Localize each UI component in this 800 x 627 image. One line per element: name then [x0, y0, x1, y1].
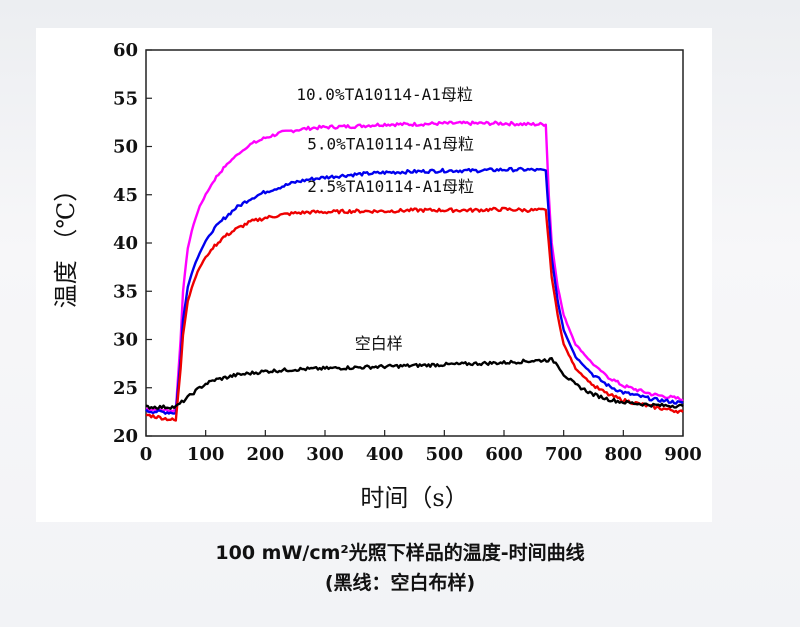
caption-line-1: 100 mW/cm²光照下样品的温度-时间曲线 [215, 542, 585, 564]
x-tick-label: 100 [187, 444, 225, 465]
series-group [145, 120, 684, 422]
chart-panel: 0 100 200 300 400 500 600 700 800 900 20 25 30 35 40 45… [36, 28, 712, 522]
series-line [145, 120, 684, 414]
y-tick-label: 20 [113, 426, 138, 447]
x-tick-label: 0 [140, 444, 153, 465]
y-tick-label: 25 [113, 378, 138, 399]
x-tick-label: 900 [664, 444, 702, 465]
annotation-group: 10.0%TA10114-A1母粒 5.0%TA10114-A1母粒 2.5%TA1… [296, 85, 474, 353]
y-tick-label: 45 [113, 185, 138, 206]
series-label: 2.5%TA10114-A1母粒 [307, 177, 474, 196]
series-label: 5.0%TA10114-A1母粒 [307, 134, 474, 153]
y-tick-label: 30 [113, 330, 138, 351]
x-tick-label: 600 [485, 444, 523, 465]
ticks-group: 0 100 200 300 400 500 600 700 800 900 20 25 30 35 40 45… [113, 40, 702, 465]
y-axis-title: 温度 （℃） [52, 178, 80, 308]
y-tick-label: 55 [113, 88, 138, 109]
temperature-time-chart: 0 100 200 300 400 500 600 700 800 900 20 25 30 35 40 45… [52, 40, 702, 512]
x-tick-label: 700 [545, 444, 583, 465]
series-label: 10.0%TA10114-A1母粒 [296, 85, 473, 104]
x-tick-label: 200 [247, 444, 285, 465]
y-tick-label: 50 [113, 137, 138, 158]
x-axis-title: 时间（s） [360, 484, 468, 512]
x-tick-label: 400 [366, 444, 404, 465]
y-tick-label: 60 [113, 40, 138, 61]
x-tick-label: 300 [306, 444, 344, 465]
x-tick-label: 500 [426, 444, 464, 465]
series-label: 空白样 [355, 334, 403, 353]
x-tick-label: 800 [605, 444, 643, 465]
y-tick-label: 35 [113, 281, 138, 302]
y-tick-label: 40 [113, 233, 138, 254]
series-line [145, 357, 684, 410]
series-line [145, 206, 684, 422]
series-line [145, 166, 684, 415]
caption-line-2: (黑线：空白布样) [324, 572, 476, 594]
